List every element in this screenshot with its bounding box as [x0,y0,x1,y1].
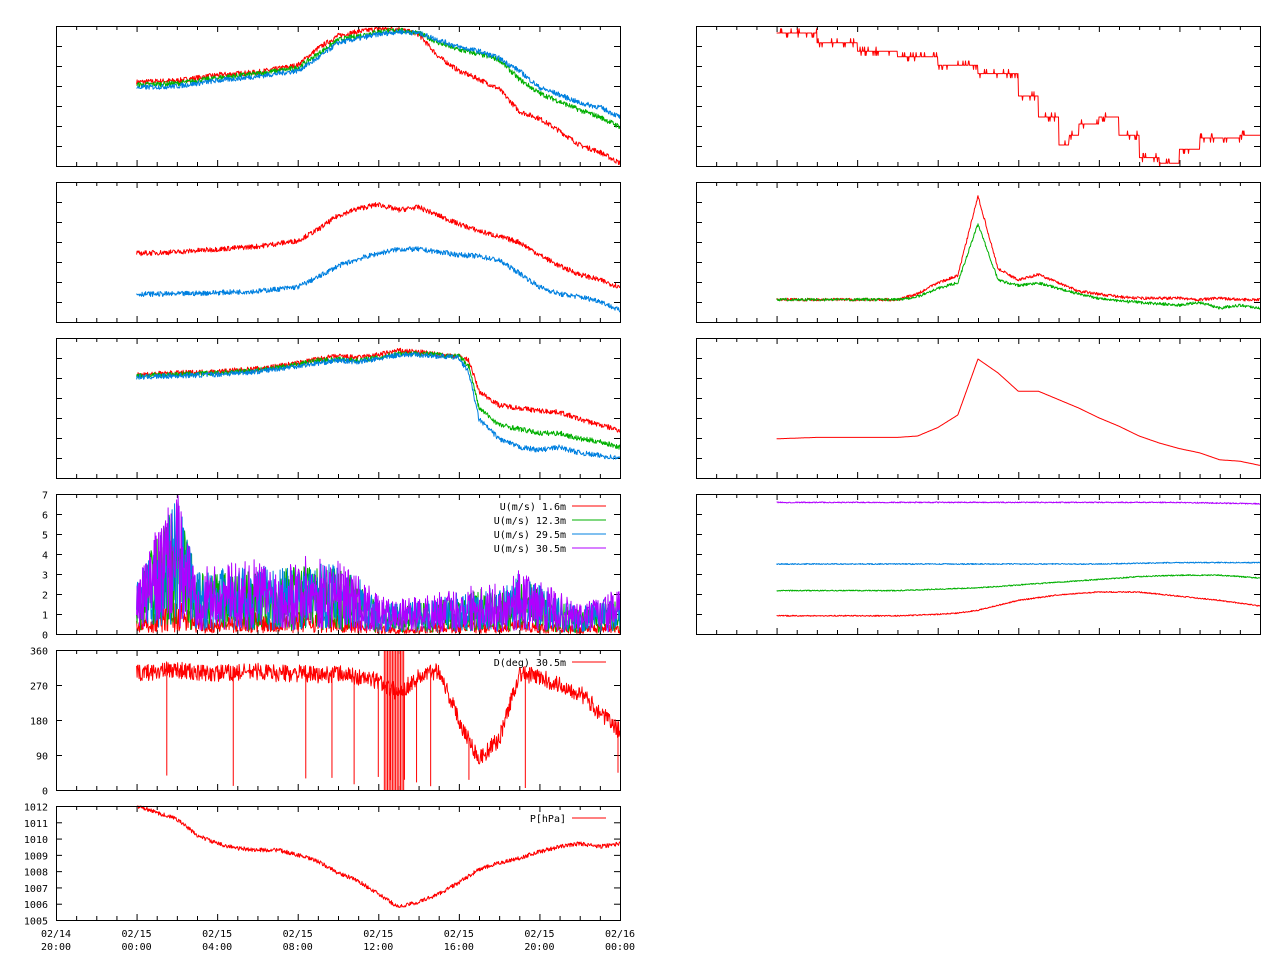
panel-l6: 1005 1006 1007 1008 1009 1010 1011 1012 P[hPa] [24,803,621,928]
y-tick-label: 180 [30,717,48,728]
y-tick-label: 5 [42,531,48,542]
series-line-red [136,26,621,166]
y-tick-label: 1009 [24,851,48,862]
panel-r3 [696,338,1261,479]
x-tick-time: 20:00 [41,942,71,953]
y-tick-label: 90 [36,752,48,763]
panel-frame [56,650,621,791]
x-tick-date: 02/15 [122,929,152,940]
legend-label: U(m/s) 29.5m [494,530,566,541]
x-tick-date: 02/15 [524,929,554,940]
series-line-green [136,350,621,450]
legend-label: D(deg) 30.5m [494,658,566,669]
panel-l1 [56,26,621,167]
series-line-blue [136,28,621,119]
x-tick-date: 02/15 [202,929,232,940]
panel-r4 [696,494,1261,635]
panel-frame [696,26,1261,167]
panel-l4: 0 1 2 3 4 5 6 7 U(m/s) 1.6m U(m/s) 12.3m U(m/s) 29… [42,491,621,642]
y-tick-label: 360 [30,647,48,658]
x-tick-date: 02/16 [605,929,635,940]
panel-frame [56,494,621,635]
panel-frame [56,26,621,167]
series-line-green [776,223,1261,310]
series-line-green [136,27,621,130]
y-tick-label: 270 [30,682,48,693]
x-tick-time: 00:00 [122,942,152,953]
y-tick-label: 1010 [24,835,48,846]
series-line-red [136,805,621,908]
y-tick-label: 6 [42,511,48,522]
series-line-green [776,574,1260,592]
panel-r2 [696,182,1261,323]
chart-panels: 0 1 2 3 4 5 6 7 U(m/s) 1.6m U(m/s) 12.3m U(m/s) 29… [24,26,1261,928]
panel-frame [696,338,1261,479]
series-line-red [136,202,621,289]
series-line-red [776,28,1260,167]
x-tick-date: 02/15 [363,929,393,940]
panel-l2 [56,182,621,323]
y-tick-label: 3 [42,571,48,582]
x-tick-time: 00:00 [605,942,635,953]
y-tick-label: 1011 [24,819,48,830]
y-tick-label: 7 [42,491,48,502]
panel-l3 [56,338,621,479]
legend-label: U(m/s) 30.5m [494,544,566,555]
y-tick-label: 2 [42,591,48,602]
x-tick-time: 16:00 [444,942,474,953]
legend-label: P[hPa] [530,814,566,825]
x-tick-time: 12:00 [363,942,393,953]
panel-r1 [696,26,1261,167]
series-line-red [136,347,621,433]
panel-frame [696,494,1261,635]
y-tick-label: 1007 [24,884,48,895]
legend-label: U(m/s) 12.3m [494,516,566,527]
x-tick-date: 02/15 [444,929,474,940]
series-line-purple [776,501,1261,505]
x-tick-time: 04:00 [202,942,232,953]
x-tick-time: 20:00 [524,942,554,953]
y-tick-label: 0 [42,631,48,642]
y-tick-label: 4 [42,551,48,562]
series-line-red [776,591,1261,617]
x-tick-date: 02/15 [283,929,313,940]
y-tick-label: 1 [42,611,48,622]
y-tick-label: 1006 [24,900,48,911]
panel-frame [56,182,621,323]
panel-frame [56,338,621,479]
legend-label: U(m/s) 1.6m [500,502,566,513]
x-axis-labels: 02/14 20:00 02/15 00:00 02/15 04:00 02/15 08:00… [41,929,635,953]
x-tick-time: 08:00 [283,942,313,953]
series-line-blue [776,561,1260,566]
y-tick-label: 1008 [24,868,48,879]
series-line-blue [136,351,621,460]
x-tick-date: 02/14 [41,929,71,940]
series-line-red [776,358,1261,466]
series-line-blue [136,246,621,313]
panel-frame [56,806,621,921]
y-tick-label: 1012 [24,803,48,814]
y-tick-label: 1005 [24,917,48,928]
panel-frame [696,182,1261,323]
panel-l5: 0 90 180 270 360 D(deg) 30.5m [30,647,621,798]
y-tick-label: 0 [42,787,48,798]
series-line-purple [136,495,621,633]
